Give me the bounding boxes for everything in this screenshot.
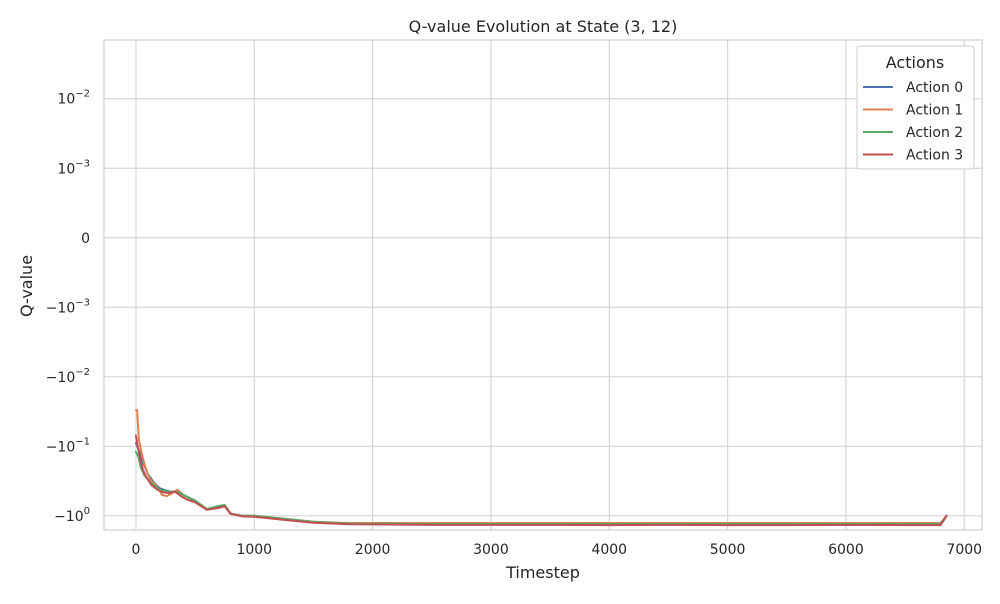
y-tick-label: −10−3 [46, 297, 90, 316]
legend-label: Action 3 [906, 148, 963, 164]
legend-items: Action 0 Action 1 Action 2 Action 3 [863, 80, 963, 164]
legend-label: Action 1 [906, 103, 963, 119]
chart-title: Q-value Evolution at State (3, 12) [409, 17, 678, 36]
x-tick-labels: 0 1000 2000 3000 4000 5000 6000 7000 [131, 542, 982, 558]
legend-label: Action 2 [906, 125, 963, 141]
y-tick-label: −100 [54, 506, 90, 525]
y-tick-label: 0 [81, 231, 90, 247]
y-tick-labels: 10−2 10−3 0 −10−3 −10−2 −10−1 −100 [46, 89, 90, 525]
x-tick-label: 4000 [591, 542, 627, 558]
x-tick-label: 2000 [355, 542, 391, 558]
series-lines [134, 409, 948, 527]
y-tick-label: 10−3 [57, 158, 90, 177]
x-tick-label: 5000 [710, 542, 746, 558]
x-tick-label: 0 [131, 542, 140, 558]
legend-label: Action 0 [906, 80, 963, 96]
x-tick-label: 1000 [236, 542, 272, 558]
x-tick-label: 6000 [828, 542, 864, 558]
y-tick-label: −10−1 [46, 436, 90, 455]
x-tick-label: 7000 [946, 542, 982, 558]
y-axis-label: Q-value [17, 255, 36, 317]
x-tick-label: 3000 [473, 542, 509, 558]
y-tick-label: 10−2 [57, 89, 90, 108]
legend-title: Actions [886, 53, 944, 72]
plot-frame [103, 39, 983, 531]
legend: Actions Action 0 Action 1 Action 2 Action 3 [856, 45, 975, 170]
grid [104, 40, 982, 530]
series-line-action-3 [134, 434, 948, 527]
legend-box [856, 45, 975, 170]
x-axis-label: Timestep [505, 563, 580, 582]
y-tick-label: −10−2 [46, 367, 90, 386]
